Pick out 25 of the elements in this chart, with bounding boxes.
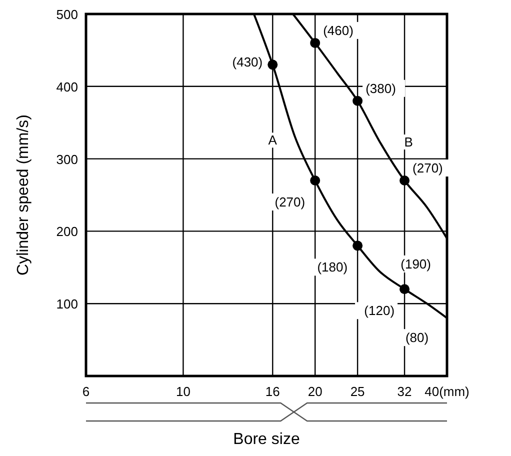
x-axis-title: Bore size [233, 431, 300, 448]
data-label: (120) [364, 303, 395, 318]
series-label: B [404, 134, 413, 150]
x-tick-label: 10 [176, 384, 190, 399]
data-label: (380) [366, 80, 396, 96]
data-label: (430) [232, 54, 263, 70]
x-tick-label: 6 [82, 384, 90, 399]
x-tick-label: 40(mm) [424, 384, 470, 399]
y-tick-label: 200 [56, 224, 78, 240]
data-label: (270) [274, 194, 306, 210]
x-tick-label: 32 [397, 384, 412, 399]
y-axis-title: Cylinder speed (mm/s) [15, 114, 32, 276]
y-tick-label: 300 [56, 152, 78, 167]
data-label: (270) [412, 160, 443, 176]
data-label: (190) [400, 256, 431, 272]
series-label: A [268, 132, 278, 148]
data-label: (180) [317, 260, 348, 275]
x-tick-label: 16 [265, 384, 280, 399]
x-tick-label: 20 [308, 384, 322, 399]
y-tick-label: 500 [56, 7, 78, 22]
x-tick-label: 25 [350, 384, 365, 399]
data-label: (460) [323, 22, 354, 38]
y-tick-label: 100 [56, 296, 78, 312]
y-tick-label: 400 [56, 79, 78, 94]
data-label: (80) [405, 330, 429, 346]
